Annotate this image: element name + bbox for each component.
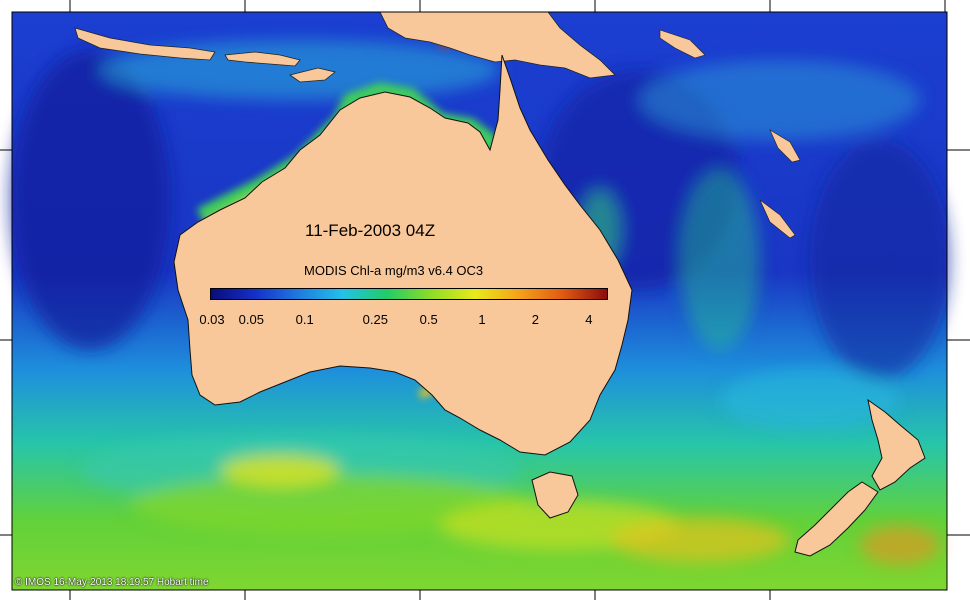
map-frame	[11, 11, 948, 591]
colorbar-tick-label: 0.5	[419, 312, 438, 327]
colorbar-tick-label: 0.05	[238, 312, 264, 327]
land-tasmania	[531, 471, 579, 519]
land-australia	[173, 54, 633, 456]
land-new-zealand-north	[867, 398, 926, 491]
land-new-zealand-south	[794, 481, 879, 557]
land-indonesia-2	[224, 51, 301, 67]
colorbar-tick-label: 4	[585, 312, 593, 327]
land-new-guinea	[379, 11, 616, 79]
colorbar-tick-label: 0.03	[199, 312, 225, 327]
date-label: 11-Feb-2003 04Z	[305, 221, 436, 240]
land-indonesia-1	[74, 27, 216, 61]
land-indonesia-3	[289, 67, 336, 83]
colorbar-tick-label: 0.1	[295, 312, 314, 327]
colorbar-tick-label: 1	[478, 312, 486, 327]
colorbar-tick-label: 2	[531, 312, 540, 327]
colorbar-title: MODIS Chl-a mg/m3 v6.4 OC3	[304, 263, 484, 278]
colorbar-tick-label: 0.25	[362, 312, 388, 327]
credit-text: © IMOS 16-May-2013 18:19:57 Hobart time	[15, 577, 209, 588]
colorbar	[210, 288, 608, 300]
land-islands-east	[659, 29, 801, 239]
